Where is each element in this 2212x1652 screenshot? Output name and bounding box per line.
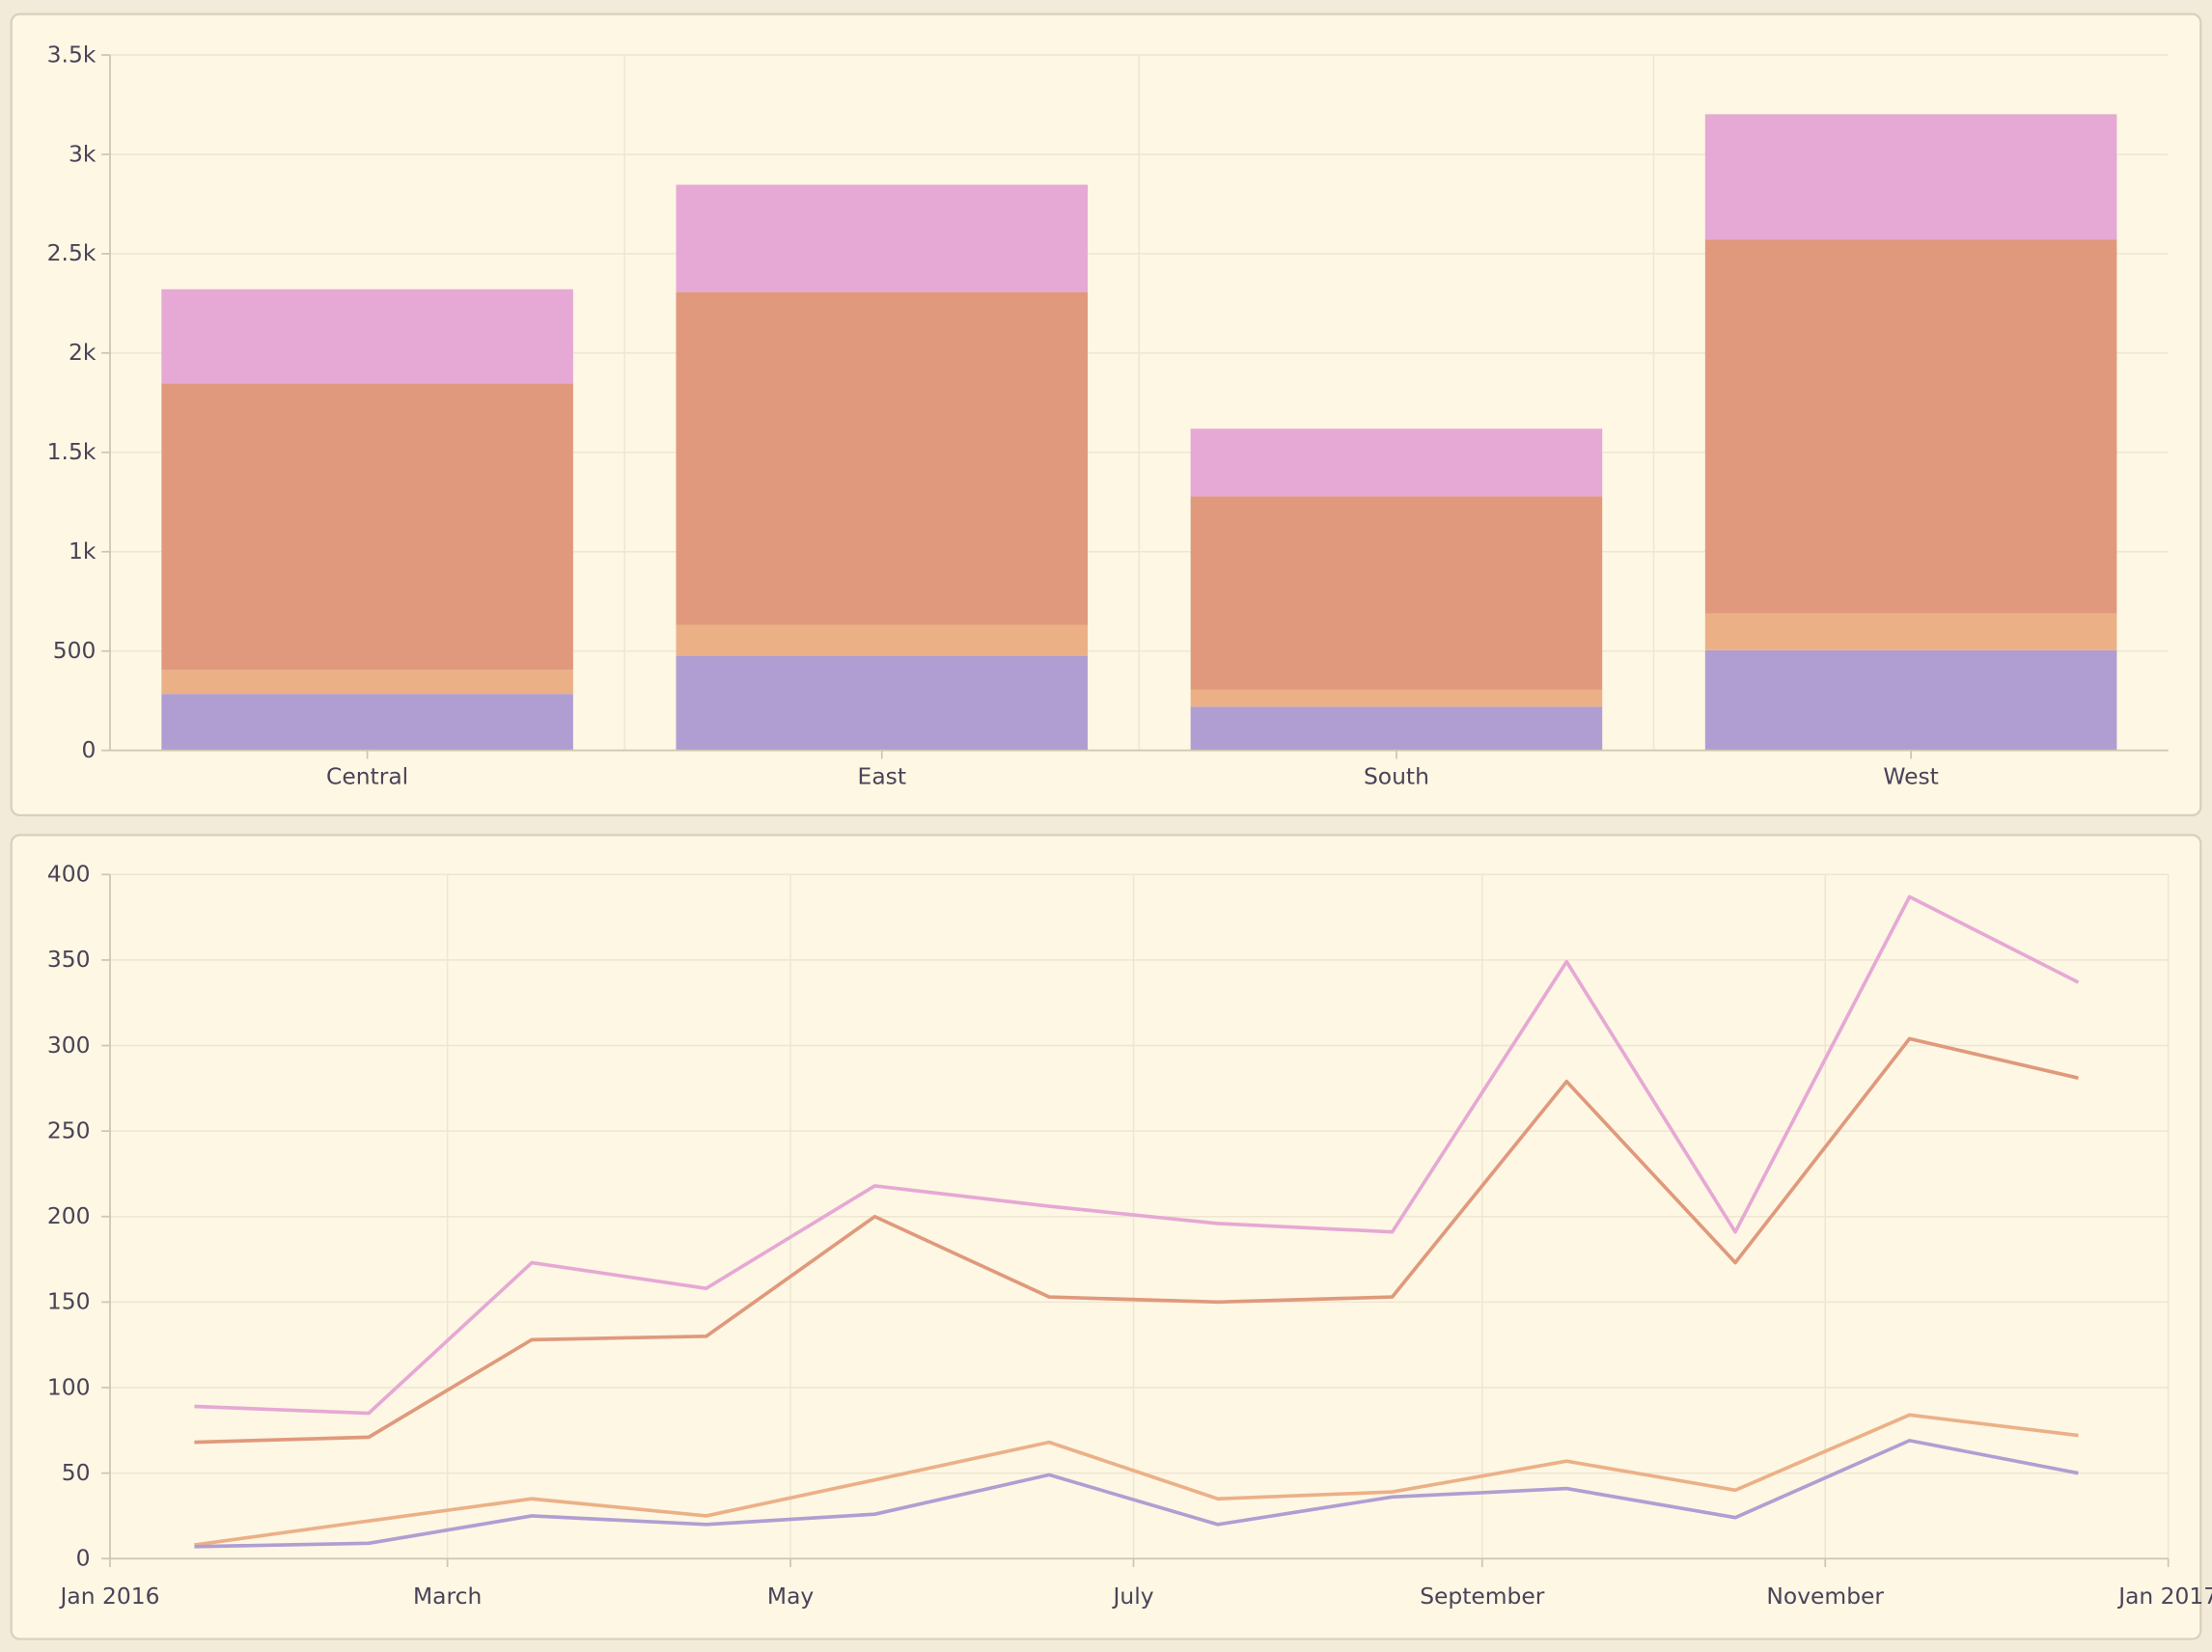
x-tick-label: November	[1766, 1583, 1884, 1610]
y-tick-label: 2.5k	[47, 239, 97, 266]
bar-segment-west-3	[1704, 114, 2117, 240]
y-tick-label: 500	[53, 637, 97, 664]
bar-segment-south-1	[1190, 689, 1603, 707]
line-series-2	[194, 1413, 2079, 1547]
bar-segment-central-3	[161, 289, 573, 384]
y-tick-label: 1k	[69, 537, 97, 564]
y-tick-label: 0	[82, 736, 97, 763]
y-tick-label: 2k	[69, 339, 97, 366]
x-tick-label: March	[413, 1583, 482, 1610]
bar-segment-east-1	[676, 624, 1089, 656]
y-tick-label: 200	[47, 1202, 91, 1229]
x-tick-label: July	[1112, 1583, 1154, 1610]
y-tick-label: 3k	[69, 140, 97, 167]
bar-segment-central-0	[161, 694, 573, 751]
y-tick-label: 50	[62, 1459, 91, 1486]
y-tick-label: 250	[47, 1116, 91, 1143]
line-chart-panel	[10, 834, 2202, 1640]
line-series-3	[194, 1439, 2079, 1549]
y-tick-label: 400	[47, 861, 91, 888]
bar-segment-central-2	[161, 383, 573, 671]
bar-segment-central-1	[161, 670, 573, 695]
x-tick-label: Jan 2016	[59, 1583, 160, 1610]
bar-segment-east-0	[676, 655, 1089, 751]
line-chart: 0 50 100 150 200 250 300 350 400 Jan 2016 March May…	[47, 861, 2212, 1610]
y-tick-label: 300	[47, 1032, 91, 1059]
y-tick-label: 150	[47, 1288, 91, 1315]
line-series-0	[194, 895, 2080, 1416]
bar-segment-south-2	[1190, 496, 1603, 690]
line-series-1	[194, 1036, 2079, 1445]
x-tick-label: South	[1364, 763, 1429, 790]
bar-segment-south-3	[1190, 428, 1603, 497]
bar-segment-east-2	[676, 291, 1089, 625]
x-tick-label: September	[1420, 1583, 1545, 1610]
x-tick-label: Central	[326, 763, 408, 790]
y-tick-label: 0	[76, 1545, 91, 1572]
y-tick-label: 1.5k	[47, 438, 97, 465]
y-tick-label: 350	[47, 946, 91, 973]
bar-segment-east-3	[676, 184, 1089, 292]
x-tick-label: West	[1883, 763, 1938, 790]
bar-segment-west-0	[1704, 649, 2117, 751]
stacked-bar-chart: 0 500 1k 1.5k 2k 2.5k 3k 3.5k Central East South We…	[47, 41, 2169, 790]
x-tick-label: East	[858, 763, 906, 790]
x-tick-label: Jan 2017	[2116, 1583, 2212, 1610]
bar-segment-south-0	[1190, 706, 1603, 751]
bar-segment-west-1	[1704, 613, 2117, 650]
y-tick-label: 3.5k	[47, 41, 97, 68]
y-tick-label: 100	[47, 1373, 91, 1400]
bar-segment-west-2	[1704, 239, 2117, 614]
x-tick-label: May	[767, 1583, 814, 1610]
